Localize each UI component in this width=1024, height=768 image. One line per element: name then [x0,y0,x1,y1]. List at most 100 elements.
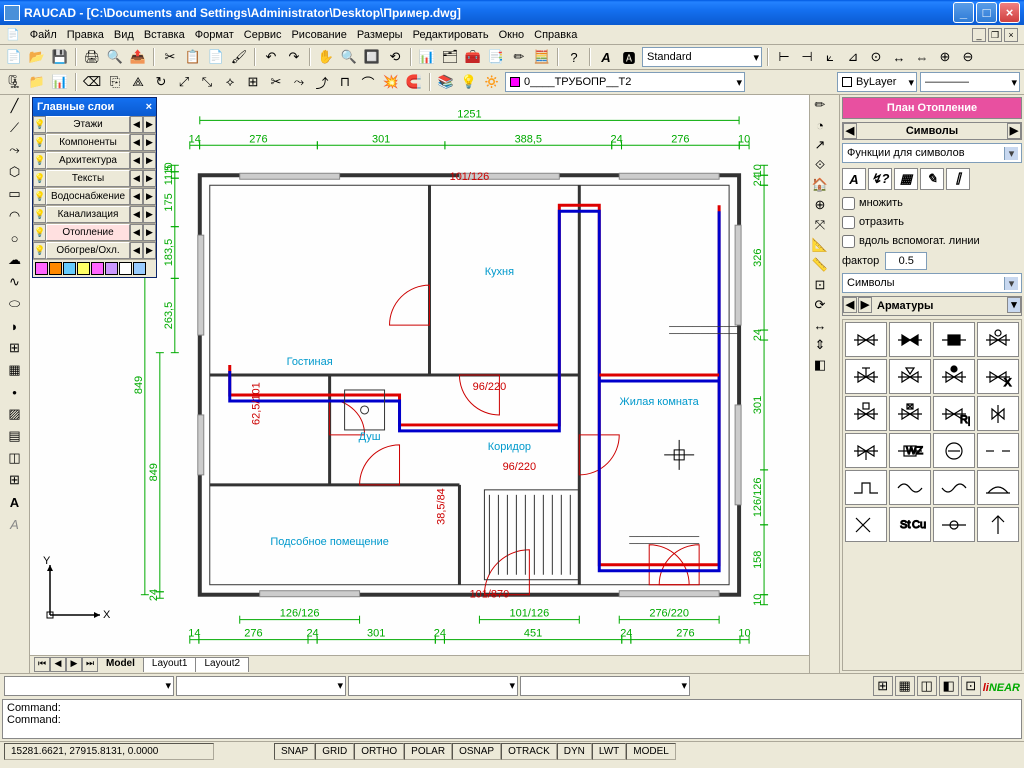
r7-icon[interactable]: ⤧ [810,215,830,235]
match-icon[interactable]: 🖌 [229,47,249,67]
color-combo[interactable]: ByLayer [837,72,917,92]
e1-icon[interactable]: 🗜 [4,72,24,92]
mi-0[interactable]: Файл [30,29,57,41]
tab-layout2[interactable]: Layout2 [195,657,249,672]
dim1-icon[interactable]: ⊢ [774,47,794,67]
rect-icon[interactable]: ▭ [5,184,25,204]
sheets-icon[interactable]: 📑 [486,47,506,67]
dc-icon[interactable]: 🗂 [440,47,460,67]
symbol-23[interactable] [977,507,1019,542]
st3-icon[interactable]: ▦ [894,168,918,190]
layer-right-icon[interactable]: ▶ [143,206,156,223]
arm-prev2-icon[interactable]: ▶ [858,297,872,313]
symbol-16[interactable] [845,470,887,505]
dim7-icon[interactable]: ⇔ [912,47,932,67]
layer-item-6[interactable]: Отопление [46,224,130,241]
status-lwt[interactable]: LWT [592,743,626,760]
command-line[interactable]: Command: Command: [2,699,1022,739]
mdi-min-button[interactable]: _ [972,28,986,42]
mi-2[interactable]: Вид [114,29,134,41]
layer-bulb-icon[interactable]: 💡 [33,116,46,133]
pan-icon[interactable]: ✋ [316,47,336,67]
cut-icon[interactable]: ✂ [160,47,180,67]
layer-item-7[interactable]: Обогрев/Охл. [46,242,130,259]
mi-7[interactable]: Размеры [357,29,403,41]
tools-icon[interactable]: 🧰 [463,47,483,67]
layer-combo[interactable]: 0____ТРУБОПР__Т2 [505,72,745,92]
r4-icon[interactable]: ⟐ [810,155,830,175]
r12-icon[interactable]: ↔ [810,315,830,335]
plan-heating-button[interactable]: План Отопление [842,97,1022,119]
tab-last-icon[interactable]: ⏭ [82,657,98,672]
layer-left-icon[interactable]: ◀ [130,170,143,187]
symbol-10[interactable]: Rp [933,396,975,431]
revcloud-icon[interactable]: ☁ [5,250,25,270]
dim9-icon[interactable]: ⊖ [958,47,978,67]
mod4-icon[interactable]: ↻ [151,72,171,92]
print-icon[interactable]: 🖨 [82,47,102,67]
textstyle-icon[interactable]: A [596,47,616,67]
layer-bulb-icon[interactable]: 💡 [33,242,46,259]
ellipse-icon[interactable]: ⬭ [5,294,25,314]
region-icon[interactable]: ◫ [5,448,25,468]
r1-icon[interactable]: ✏ [810,95,830,115]
preview-icon[interactable]: 🔍 [105,47,125,67]
symbol-7[interactable]: X [977,359,1019,394]
r3-icon[interactable]: ↗ [810,135,830,155]
textstyle2-icon[interactable]: 🅰 [619,47,639,67]
symbol-2[interactable] [933,322,975,357]
layer-right-icon[interactable]: ▶ [143,116,156,133]
symbol-11[interactable] [977,396,1019,431]
xline-icon[interactable]: ⟋ [5,118,25,138]
mod15-icon[interactable]: 🧲 [404,72,424,92]
status-dyn[interactable]: DYN [557,743,592,760]
mod7-icon[interactable]: ⟡ [220,72,240,92]
layer-bulb-icon[interactable]: 💡 [33,134,46,151]
r8-icon[interactable]: 📐 [810,235,830,255]
layerstate-icon[interactable]: 💡 [459,72,479,92]
r10-icon[interactable]: ⊡ [810,275,830,295]
block-icon[interactable]: ▦ [5,360,25,380]
save-icon[interactable]: 💾 [50,47,70,67]
mod13-icon[interactable]: ⌒ [358,72,378,92]
ellipsearc-icon[interactable]: ◗ [5,316,25,336]
symbol-12[interactable] [845,433,887,468]
mi-3[interactable]: Вставка [144,29,185,41]
mdi-restore-button[interactable]: ❐ [988,28,1002,42]
layer-right-icon[interactable]: ▶ [143,188,156,205]
layer-left-icon[interactable]: ◀ [130,224,143,241]
mi-6[interactable]: Рисование [291,29,346,41]
symbol-18[interactable] [933,470,975,505]
sym-next-icon[interactable]: ▶ [1007,123,1021,139]
dim4-icon[interactable]: ⊿ [843,47,863,67]
mod12-icon[interactable]: ⊓ [335,72,355,92]
symbol-6[interactable] [933,359,975,394]
mod1-icon[interactable]: ⌫ [82,72,102,92]
layer-right-icon[interactable]: ▶ [143,224,156,241]
status-snap[interactable]: SNAP [274,743,315,760]
close-button[interactable]: × [999,2,1020,23]
tab-first-icon[interactable]: ⏮ [34,657,50,672]
layer-right-icon[interactable]: ▶ [143,152,156,169]
symbol-4[interactable] [845,359,887,394]
spline-icon[interactable]: ∿ [5,272,25,292]
textstyle-combo[interactable]: Standard [642,47,762,67]
layer-bulb-icon[interactable]: 💡 [33,188,46,205]
layer-left-icon[interactable]: ◀ [130,206,143,223]
r6-icon[interactable]: ⊕ [810,195,830,215]
layer-right-icon[interactable]: ▶ [143,242,156,259]
redo-icon[interactable]: ↷ [284,47,304,67]
layer-bulb-icon[interactable]: 💡 [33,170,46,187]
mod6-icon[interactable]: ⤡ [197,72,217,92]
zoom-prev-icon[interactable]: ⟲ [385,47,405,67]
status-grid[interactable]: GRID [315,743,354,760]
mi-9[interactable]: Окно [499,29,525,41]
point-icon[interactable]: • [5,382,25,402]
bsel2[interactable] [176,676,346,696]
mod14-icon[interactable]: 💥 [381,72,401,92]
symbol-22[interactable] [933,507,975,542]
props-icon[interactable]: 📊 [417,47,437,67]
e3-icon[interactable]: 📊 [50,72,70,92]
symbol-15[interactable] [977,433,1019,468]
arc-icon[interactable]: ◠ [5,206,25,226]
